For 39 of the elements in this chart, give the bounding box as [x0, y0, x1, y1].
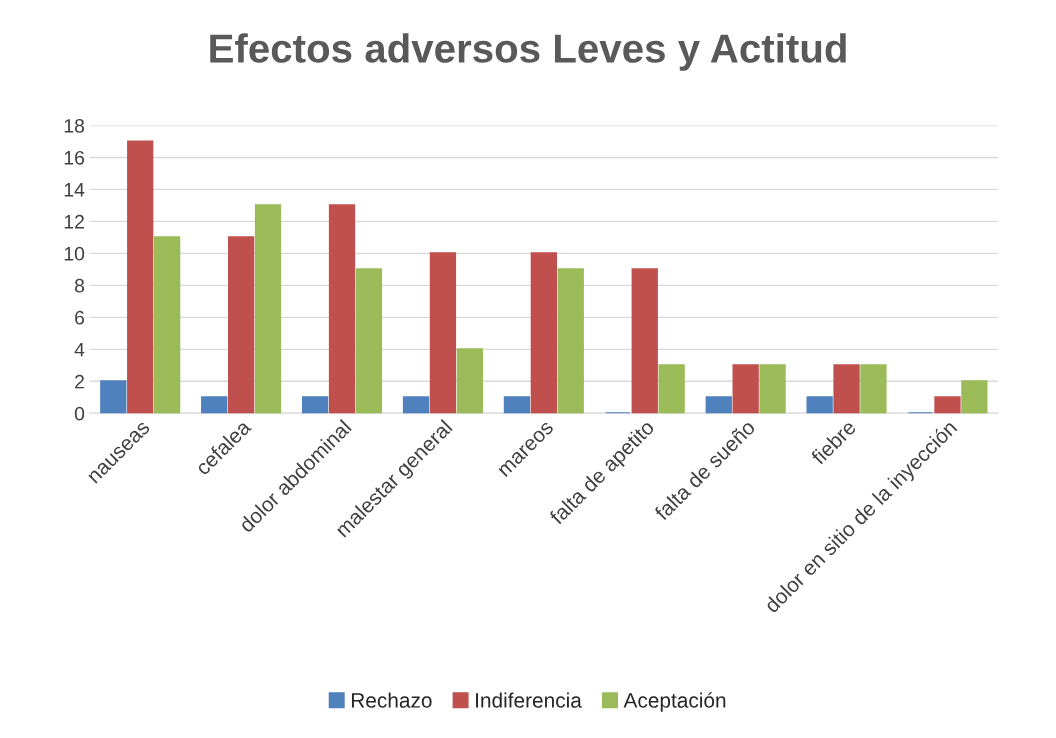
legend-label: Aceptación — [623, 692, 726, 712]
y-tick-label: 4 — [74, 342, 85, 357]
bar — [429, 252, 457, 414]
bar — [631, 268, 658, 414]
y-tick-label: 14 — [64, 183, 85, 197]
bar — [934, 396, 961, 414]
bar — [557, 268, 584, 414]
bar — [201, 396, 228, 414]
legend-label: Rechazo — [351, 692, 432, 708]
bar — [127, 140, 154, 414]
bar — [355, 268, 383, 414]
bar — [100, 380, 127, 414]
y-tick-label: 16 — [64, 150, 85, 165]
bar — [254, 204, 282, 414]
bar — [806, 396, 833, 414]
y-tick-label: 18 — [64, 118, 85, 133]
bar — [658, 364, 685, 414]
bar — [153, 236, 181, 414]
bar — [530, 252, 557, 414]
bar — [227, 236, 255, 414]
y-tick-label: 6 — [75, 310, 85, 325]
bar — [833, 364, 860, 414]
chart-title: Efectos adversos Leves y Actitud — [210, 33, 846, 71]
bar — [961, 380, 988, 414]
bar — [860, 364, 887, 414]
y-tick-label: 8 — [74, 278, 85, 293]
bar — [705, 396, 732, 414]
bar — [456, 348, 483, 414]
y-tick-label: 2 — [75, 374, 84, 389]
bar — [402, 396, 430, 414]
bar — [759, 364, 786, 414]
bar — [301, 396, 329, 414]
bar — [732, 364, 759, 414]
y-tick-label: 12 — [64, 214, 84, 229]
legend-label: Indiferencia — [476, 692, 582, 708]
y-tick-label: 0 — [74, 406, 85, 421]
bar — [328, 204, 356, 414]
bar — [503, 396, 531, 414]
y-tick-label: 10 — [64, 246, 85, 261]
